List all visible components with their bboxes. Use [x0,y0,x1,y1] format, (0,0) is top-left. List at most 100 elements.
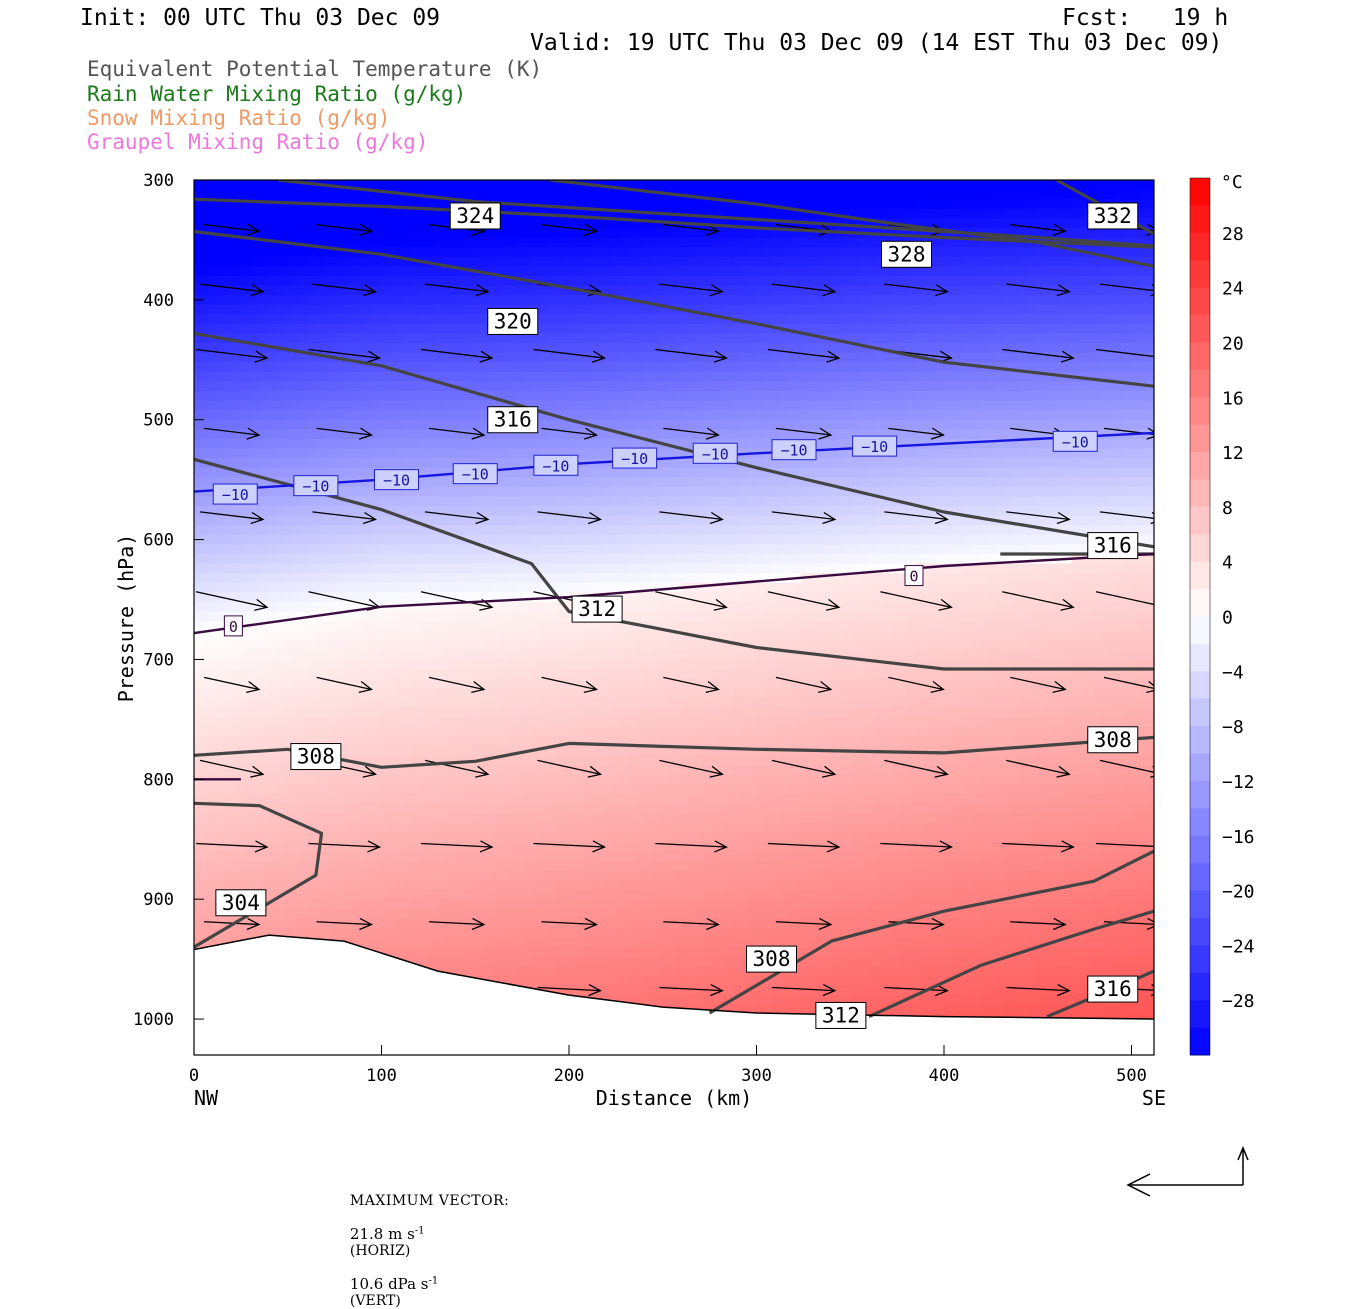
temperature-cell [434,736,443,747]
temperature-cell [464,343,473,354]
temperature-cell [336,726,345,737]
temperature-cell [569,544,578,555]
temperature-cell [591,247,600,258]
temperature-cell [314,774,323,785]
temperature-cell [396,419,405,430]
temperature-cell [239,343,248,354]
temperature-cell [261,285,270,296]
temperature-cell [546,707,555,718]
temperature-cell [546,889,555,900]
temperature-cell [531,371,540,382]
temperature-cell [569,275,578,287]
temperature-cell [584,247,593,258]
temperature-cell [366,343,375,354]
temperature-cell [486,832,495,843]
temperature-cell [419,880,428,891]
temperature-cell [449,601,458,613]
temperature-cell [539,256,548,267]
temperature-cell [434,927,443,939]
temperature-cell [231,467,240,478]
temperature-cell [276,458,285,469]
temperature-cell [389,745,398,756]
temperature-cell [539,438,548,450]
temperature-cell [291,371,300,382]
temperature-cell [554,266,563,277]
temperature-cell [396,563,405,574]
temperature-cell [336,640,345,651]
temperature-cell [269,400,278,411]
temperature-cell [539,678,548,689]
temperature-cell [239,640,248,651]
temperature-cell [389,486,398,498]
temperature-cell [591,467,600,478]
temperature-cell [516,343,525,354]
temperature-cell [389,669,398,680]
temperature-cell [464,927,473,939]
temperature-cell [509,716,518,728]
temperature-cell [231,314,240,325]
temperature-cell [441,803,450,814]
temperature-cell [351,429,360,440]
temperature-cell [276,448,285,459]
temperature-cell [359,870,368,881]
temperature-cell [486,343,495,354]
temperature-cell [201,803,210,814]
temperature-cell [561,247,570,258]
temperature-cell [201,755,210,766]
temperature-cell [366,755,375,766]
temperature-cell [194,937,203,948]
temperature-cell [336,400,345,411]
temperature-cell [344,208,353,219]
temperature-cell [351,237,360,248]
temperature-cell [269,899,278,910]
temperature-cell [471,659,480,670]
temperature-cell [231,371,240,382]
temperature-cell [291,851,300,862]
temperature-cell [479,707,488,718]
temperature-cell [329,429,338,440]
temperature-cell [246,323,255,335]
temperature-cell [366,927,375,939]
temperature-cell [546,812,555,824]
temperature-cell [336,515,345,526]
temperature-cell [306,812,315,824]
temperature-cell [351,736,360,747]
temperature-cell [524,458,533,469]
temperature-cell [524,400,533,411]
temperature-cell [224,764,233,776]
temperature-cell [299,630,308,641]
temperature-cell [411,227,420,239]
temperature-cell [524,611,533,622]
temperature-cell [449,515,458,526]
temperature-cell [321,851,330,862]
temperature-cell [486,525,495,536]
temperature-cell [254,640,263,651]
temperature-cell [344,189,353,200]
temperature-cell [494,592,503,603]
temperature-cell [194,477,203,488]
temperature-cell [539,429,548,440]
temperature-cell [336,266,345,277]
temperature-cell [434,841,443,852]
temperature-cell [284,899,293,910]
temperature-cell [389,755,398,766]
temperature-cell [246,764,255,776]
temperature-cell [209,295,218,306]
temperature-cell [539,832,548,843]
temperature-cell [516,764,525,776]
temperature-cell [591,381,600,392]
temperature-cell [366,716,375,728]
temperature-cell [411,784,420,795]
temperature-cell [464,400,473,411]
temperature-cell [486,275,495,287]
temperature-cell [531,496,540,507]
temperature-cell [561,899,570,910]
temperature-cell [509,688,518,699]
temperature-cell [524,927,533,939]
temperature-cell [201,362,210,373]
temperature-cell [329,553,338,565]
temperature-cell [494,947,503,958]
temperature-cell [374,630,383,641]
temperature-cell [389,688,398,699]
temperature-cell [321,295,330,306]
